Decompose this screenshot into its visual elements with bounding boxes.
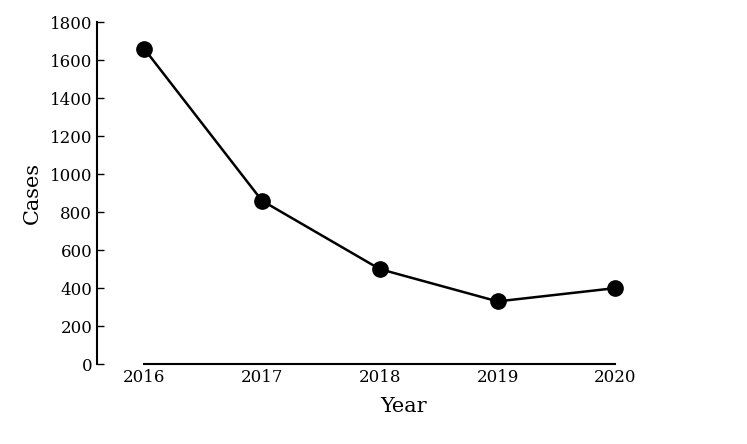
Y-axis label: Cases: Cases: [22, 162, 41, 224]
X-axis label: Year: Year: [380, 397, 427, 416]
